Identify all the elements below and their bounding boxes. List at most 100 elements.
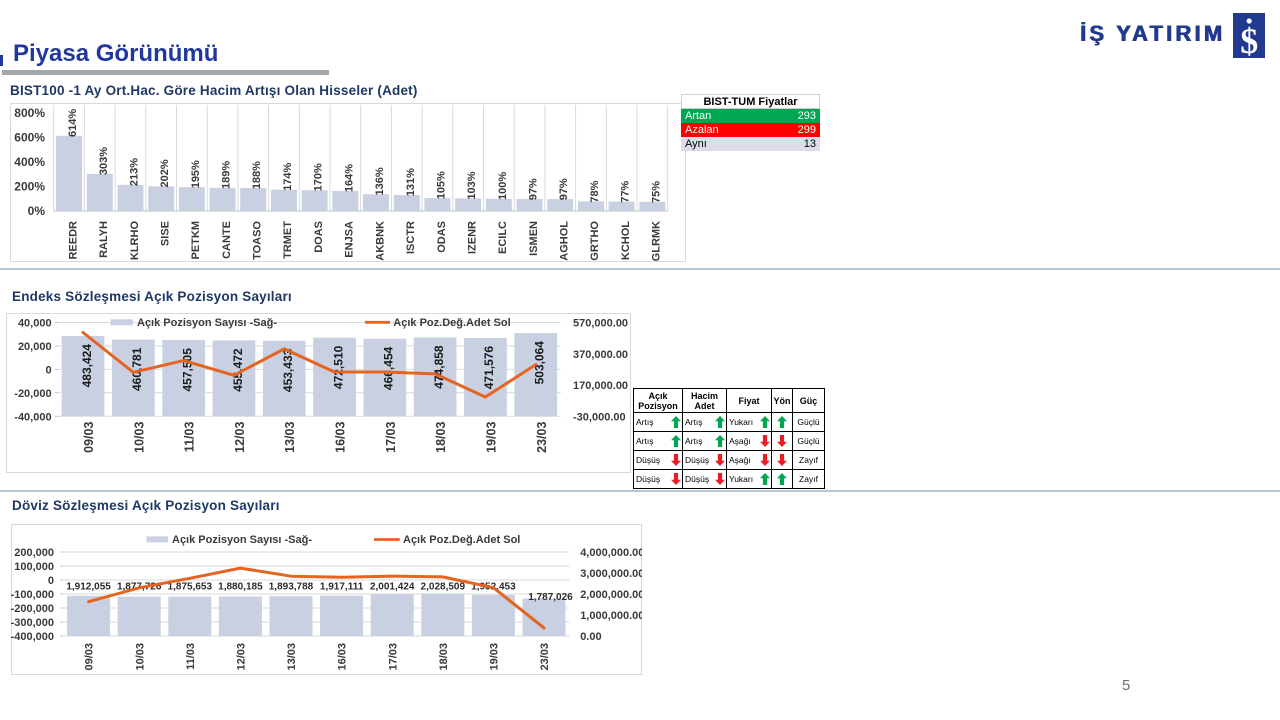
svg-text:453,433: 453,433 [281, 348, 295, 392]
svg-text:200%: 200% [14, 180, 45, 194]
svg-text:19/03: 19/03 [484, 422, 498, 453]
svg-text:RALYH: RALYH [98, 221, 110, 258]
svg-text:131%: 131% [405, 168, 417, 196]
svg-text:13/03: 13/03 [283, 422, 297, 453]
svg-text:1,000,000.00: 1,000,000.00 [580, 610, 642, 622]
svg-text:174%: 174% [282, 163, 294, 191]
svg-text:23/03: 23/03 [539, 643, 551, 671]
svg-text:KLRHO: KLRHO [129, 221, 141, 261]
svg-text:100%: 100% [497, 172, 509, 200]
svg-text:-20,000: -20,000 [14, 388, 51, 400]
svg-text:4,000,000.00: 4,000,000.00 [580, 547, 642, 559]
svg-text:GRTHO: GRTHO [589, 221, 601, 261]
svg-text:0: 0 [48, 575, 54, 587]
svg-text:570,000.00: 570,000.00 [573, 318, 628, 330]
svg-text:20,000: 20,000 [18, 341, 52, 353]
svg-text:105%: 105% [435, 171, 447, 199]
svg-text:PETKM: PETKM [190, 221, 202, 260]
svg-text:09/03: 09/03 [84, 643, 96, 671]
svg-text:103%: 103% [466, 171, 478, 199]
svg-text:CANTE: CANTE [221, 221, 233, 259]
svg-text:ISMEN: ISMEN [528, 221, 540, 256]
svg-text:600%: 600% [14, 131, 45, 145]
svg-text:16/03: 16/03 [337, 643, 349, 671]
svg-text:189%: 189% [221, 161, 233, 189]
svg-text:195%: 195% [190, 160, 202, 188]
svg-text:18/03: 18/03 [438, 643, 450, 671]
svg-text:0: 0 [45, 364, 51, 376]
svg-text:SISE: SISE [160, 221, 172, 246]
svg-text:KCHOL: KCHOL [620, 221, 632, 260]
svg-text:800%: 800% [14, 106, 45, 120]
svg-text:0.00: 0.00 [580, 631, 601, 643]
svg-text:455,472: 455,472 [231, 348, 245, 392]
svg-text:474,858: 474,858 [432, 345, 446, 389]
svg-text:AKBNK: AKBNK [374, 221, 386, 261]
svg-text:10/03: 10/03 [134, 643, 146, 671]
svg-text:213%: 213% [129, 158, 141, 186]
svg-text:11/03: 11/03 [183, 422, 197, 453]
svg-text:1,880,185: 1,880,185 [218, 582, 263, 593]
svg-text:1,912,055: 1,912,055 [66, 582, 111, 593]
svg-text:1,917,111: 1,917,111 [320, 582, 364, 593]
svg-text:78%: 78% [589, 180, 601, 202]
svg-text:12/03: 12/03 [236, 643, 248, 671]
svg-text:200,000: 200,000 [14, 547, 54, 559]
svg-text:400%: 400% [14, 155, 45, 169]
svg-text:188%: 188% [251, 161, 263, 189]
svg-text:TRMET: TRMET [282, 221, 294, 259]
svg-text:TOASO: TOASO [252, 221, 264, 260]
svg-text:IZENR: IZENR [466, 221, 478, 254]
svg-text:AGHOL: AGHOL [559, 221, 571, 261]
svg-text:17/03: 17/03 [384, 422, 398, 453]
svg-text:303%: 303% [98, 147, 110, 175]
svg-text:ECILC: ECILC [497, 221, 509, 254]
svg-text:-30,000.00: -30,000.00 [573, 411, 626, 423]
svg-text:-200,000: -200,000 [11, 603, 54, 615]
svg-text:100,000: 100,000 [14, 561, 54, 573]
svg-text:17/03: 17/03 [387, 643, 399, 671]
svg-text:75%: 75% [650, 181, 662, 203]
svg-text:460,781: 460,781 [130, 347, 144, 391]
svg-text:23/03: 23/03 [535, 422, 549, 453]
svg-text:202%: 202% [159, 159, 171, 187]
svg-text:483,424: 483,424 [80, 344, 94, 388]
svg-text:11/03: 11/03 [185, 643, 197, 670]
svg-text:1,893,788: 1,893,788 [269, 582, 314, 593]
svg-text:97%: 97% [528, 178, 540, 200]
svg-text:16/03: 16/03 [334, 422, 348, 453]
svg-text:Açık Pozisyon Sayısı -Sağ-: Açık Pozisyon Sayısı -Sağ- [137, 317, 277, 329]
svg-text:ENJSA: ENJSA [344, 221, 356, 258]
svg-text:10/03: 10/03 [132, 422, 146, 453]
svg-text:Açık Pozisyon Sayısı -Sağ-: Açık Pozisyon Sayısı -Sağ- [172, 534, 312, 546]
svg-text:0%: 0% [28, 204, 46, 218]
svg-text:-400,000: -400,000 [11, 631, 54, 643]
svg-text:614%: 614% [67, 109, 79, 137]
svg-text:472,510: 472,510 [331, 345, 345, 389]
svg-text:170%: 170% [313, 163, 325, 191]
svg-text:466,454: 466,454 [382, 346, 396, 390]
svg-text:$: $ [1240, 21, 1258, 58]
svg-text:-300,000: -300,000 [11, 617, 54, 629]
svg-text:2,001,424: 2,001,424 [370, 582, 415, 593]
svg-text:-40,000: -40,000 [14, 411, 51, 423]
svg-text:ISCTR: ISCTR [405, 221, 417, 254]
svg-text:77%: 77% [620, 181, 632, 203]
svg-text:40,000: 40,000 [18, 318, 52, 330]
svg-text:457,505: 457,505 [181, 348, 195, 392]
svg-text:370,000.00: 370,000.00 [573, 349, 628, 361]
svg-text:GLRMK: GLRMK [651, 221, 663, 261]
svg-text:DOAS: DOAS [313, 221, 325, 253]
svg-text:1,875,653: 1,875,653 [168, 582, 213, 593]
svg-text:170,000.00: 170,000.00 [573, 380, 628, 392]
svg-text:2,028,509: 2,028,509 [421, 582, 466, 593]
svg-text:2,000,000.00: 2,000,000.00 [580, 589, 642, 601]
svg-text:136%: 136% [374, 167, 386, 195]
svg-text:Açık Poz.Değ.Adet Sol: Açık Poz.Değ.Adet Sol [393, 317, 510, 329]
svg-text:164%: 164% [343, 164, 355, 192]
svg-text:ODAS: ODAS [436, 221, 448, 253]
svg-text:REEDR: REEDR [67, 221, 79, 260]
svg-text:19/03: 19/03 [489, 643, 501, 671]
svg-text:18/03: 18/03 [434, 422, 448, 453]
svg-text:471,576: 471,576 [482, 346, 496, 390]
